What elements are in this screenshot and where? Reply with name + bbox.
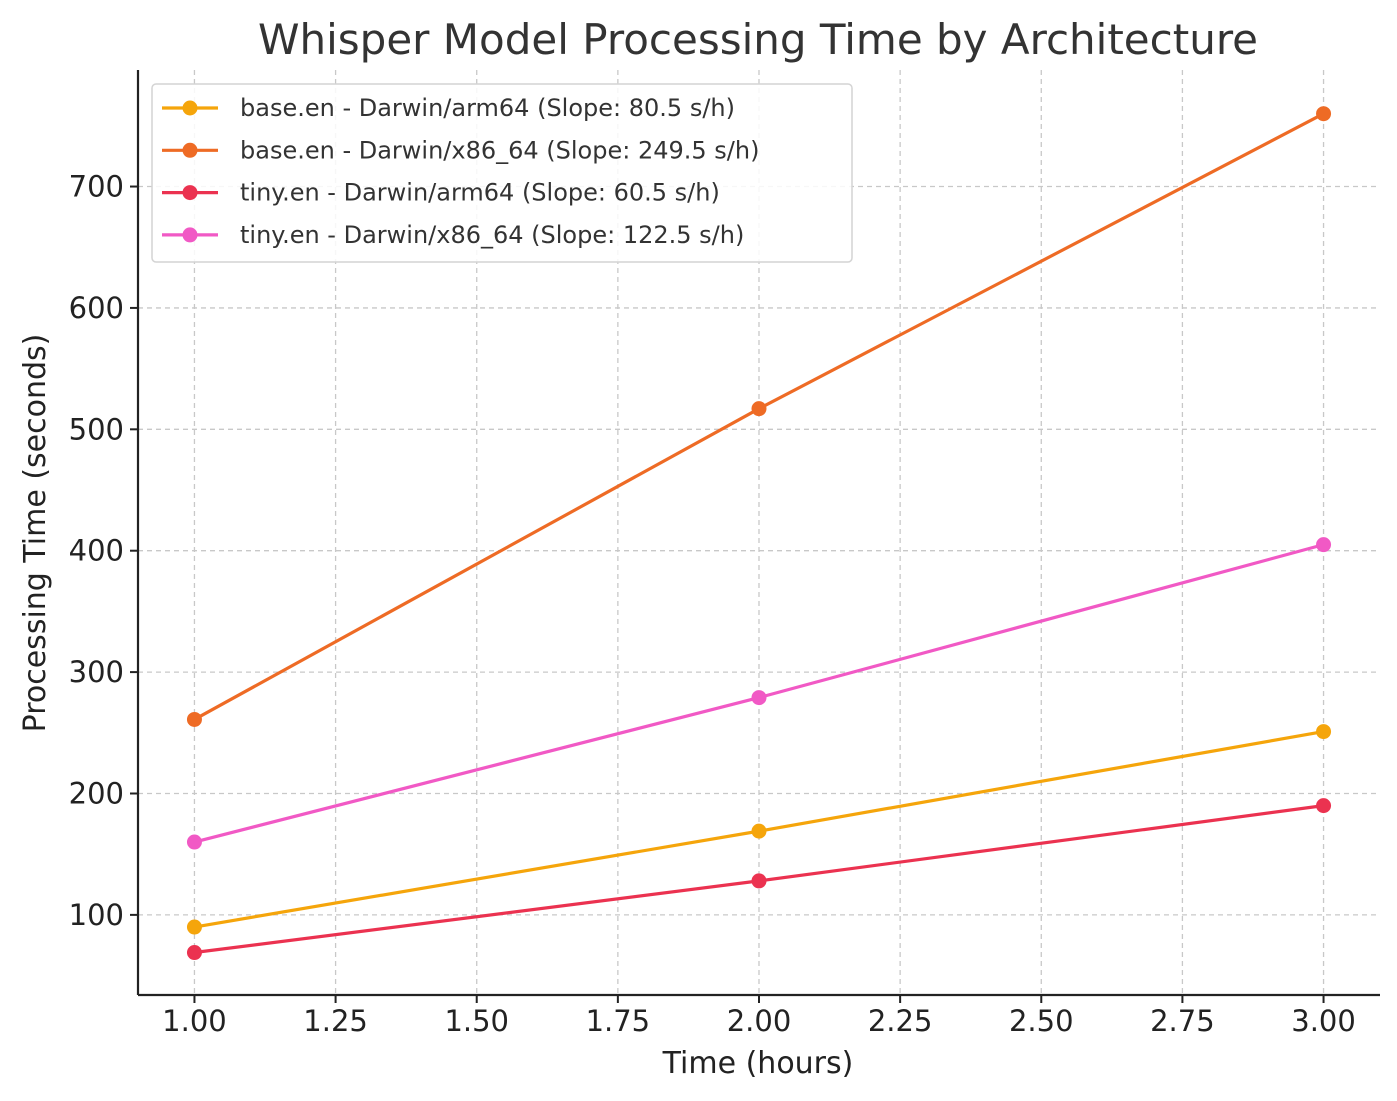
y-tick-label: 700 xyxy=(69,170,124,204)
x-tick-label: 1.75 xyxy=(586,1004,651,1038)
data-point xyxy=(186,834,202,850)
data-point xyxy=(751,873,767,889)
y-tick-label: 600 xyxy=(69,291,124,325)
data-point xyxy=(186,711,202,727)
axes: 1.00 1.25 1.50 1.75 2.00 2.25 2.50 2.75 3.00 100 2… xyxy=(69,70,1380,1038)
data-point xyxy=(1316,537,1332,553)
legend-item: tiny.en - Darwin/arm64 (Slope: 60.5 s/h) xyxy=(162,179,720,207)
series-0 xyxy=(186,724,1332,935)
legend-label: tiny.en - Darwin/x86_64 (Slope: 122.5 s/… xyxy=(240,221,744,249)
legend-label: tiny.en - Darwin/arm64 (Slope: 60.5 s/h) xyxy=(240,179,720,207)
x-tick-label: 1.00 xyxy=(162,1004,227,1038)
legend-label: base.en - Darwin/x86_64 (Slope: 249.5 s/… xyxy=(240,136,759,164)
series-layer xyxy=(186,106,1332,961)
data-point xyxy=(751,401,767,417)
data-point xyxy=(186,919,202,935)
x-tick-label: 1.25 xyxy=(303,1004,368,1038)
x-tick-label: 2.50 xyxy=(1009,1004,1074,1038)
x-tick-label: 2.75 xyxy=(1150,1004,1215,1038)
y-axis-label: Processing Time (seconds) xyxy=(18,334,53,733)
data-point xyxy=(751,690,767,706)
data-point xyxy=(1316,798,1332,814)
x-tick-label: 1.50 xyxy=(444,1004,509,1038)
series-1 xyxy=(186,106,1332,727)
y-tick-label: 500 xyxy=(69,412,124,446)
x-tick-label: 2.25 xyxy=(868,1004,933,1038)
data-point xyxy=(1316,106,1332,122)
legend-swatch-marker xyxy=(182,142,198,158)
legend-label: base.en - Darwin/arm64 (Slope: 80.5 s/h) xyxy=(240,94,735,122)
chart-title: Whisper Model Processing Time by Archite… xyxy=(258,15,1258,64)
legend-swatch-marker xyxy=(182,100,198,116)
legend-item: base.en - Darwin/x86_64 (Slope: 249.5 s/… xyxy=(162,136,759,164)
legend-swatch-marker xyxy=(182,227,198,243)
legend-item: tiny.en - Darwin/x86_64 (Slope: 122.5 s/… xyxy=(162,221,744,249)
legend-swatch-marker xyxy=(182,185,198,201)
series-2 xyxy=(186,798,1332,961)
y-tick-label: 300 xyxy=(69,655,124,689)
series-3 xyxy=(186,537,1332,850)
data-point xyxy=(1316,724,1332,740)
data-point xyxy=(186,945,202,961)
x-axis-label: Time (hours) xyxy=(662,1046,854,1081)
y-tick-label: 400 xyxy=(69,534,124,568)
x-tick-label: 2.00 xyxy=(727,1004,792,1038)
data-point xyxy=(751,823,767,839)
legend-item: base.en - Darwin/arm64 (Slope: 80.5 s/h) xyxy=(162,94,735,122)
y-tick-label: 200 xyxy=(69,776,124,810)
legend: base.en - Darwin/arm64 (Slope: 80.5 s/h)… xyxy=(151,83,853,263)
y-tick-label: 100 xyxy=(69,898,124,932)
x-tick-label: 3.00 xyxy=(1291,1004,1356,1038)
legend-frame xyxy=(151,83,853,263)
